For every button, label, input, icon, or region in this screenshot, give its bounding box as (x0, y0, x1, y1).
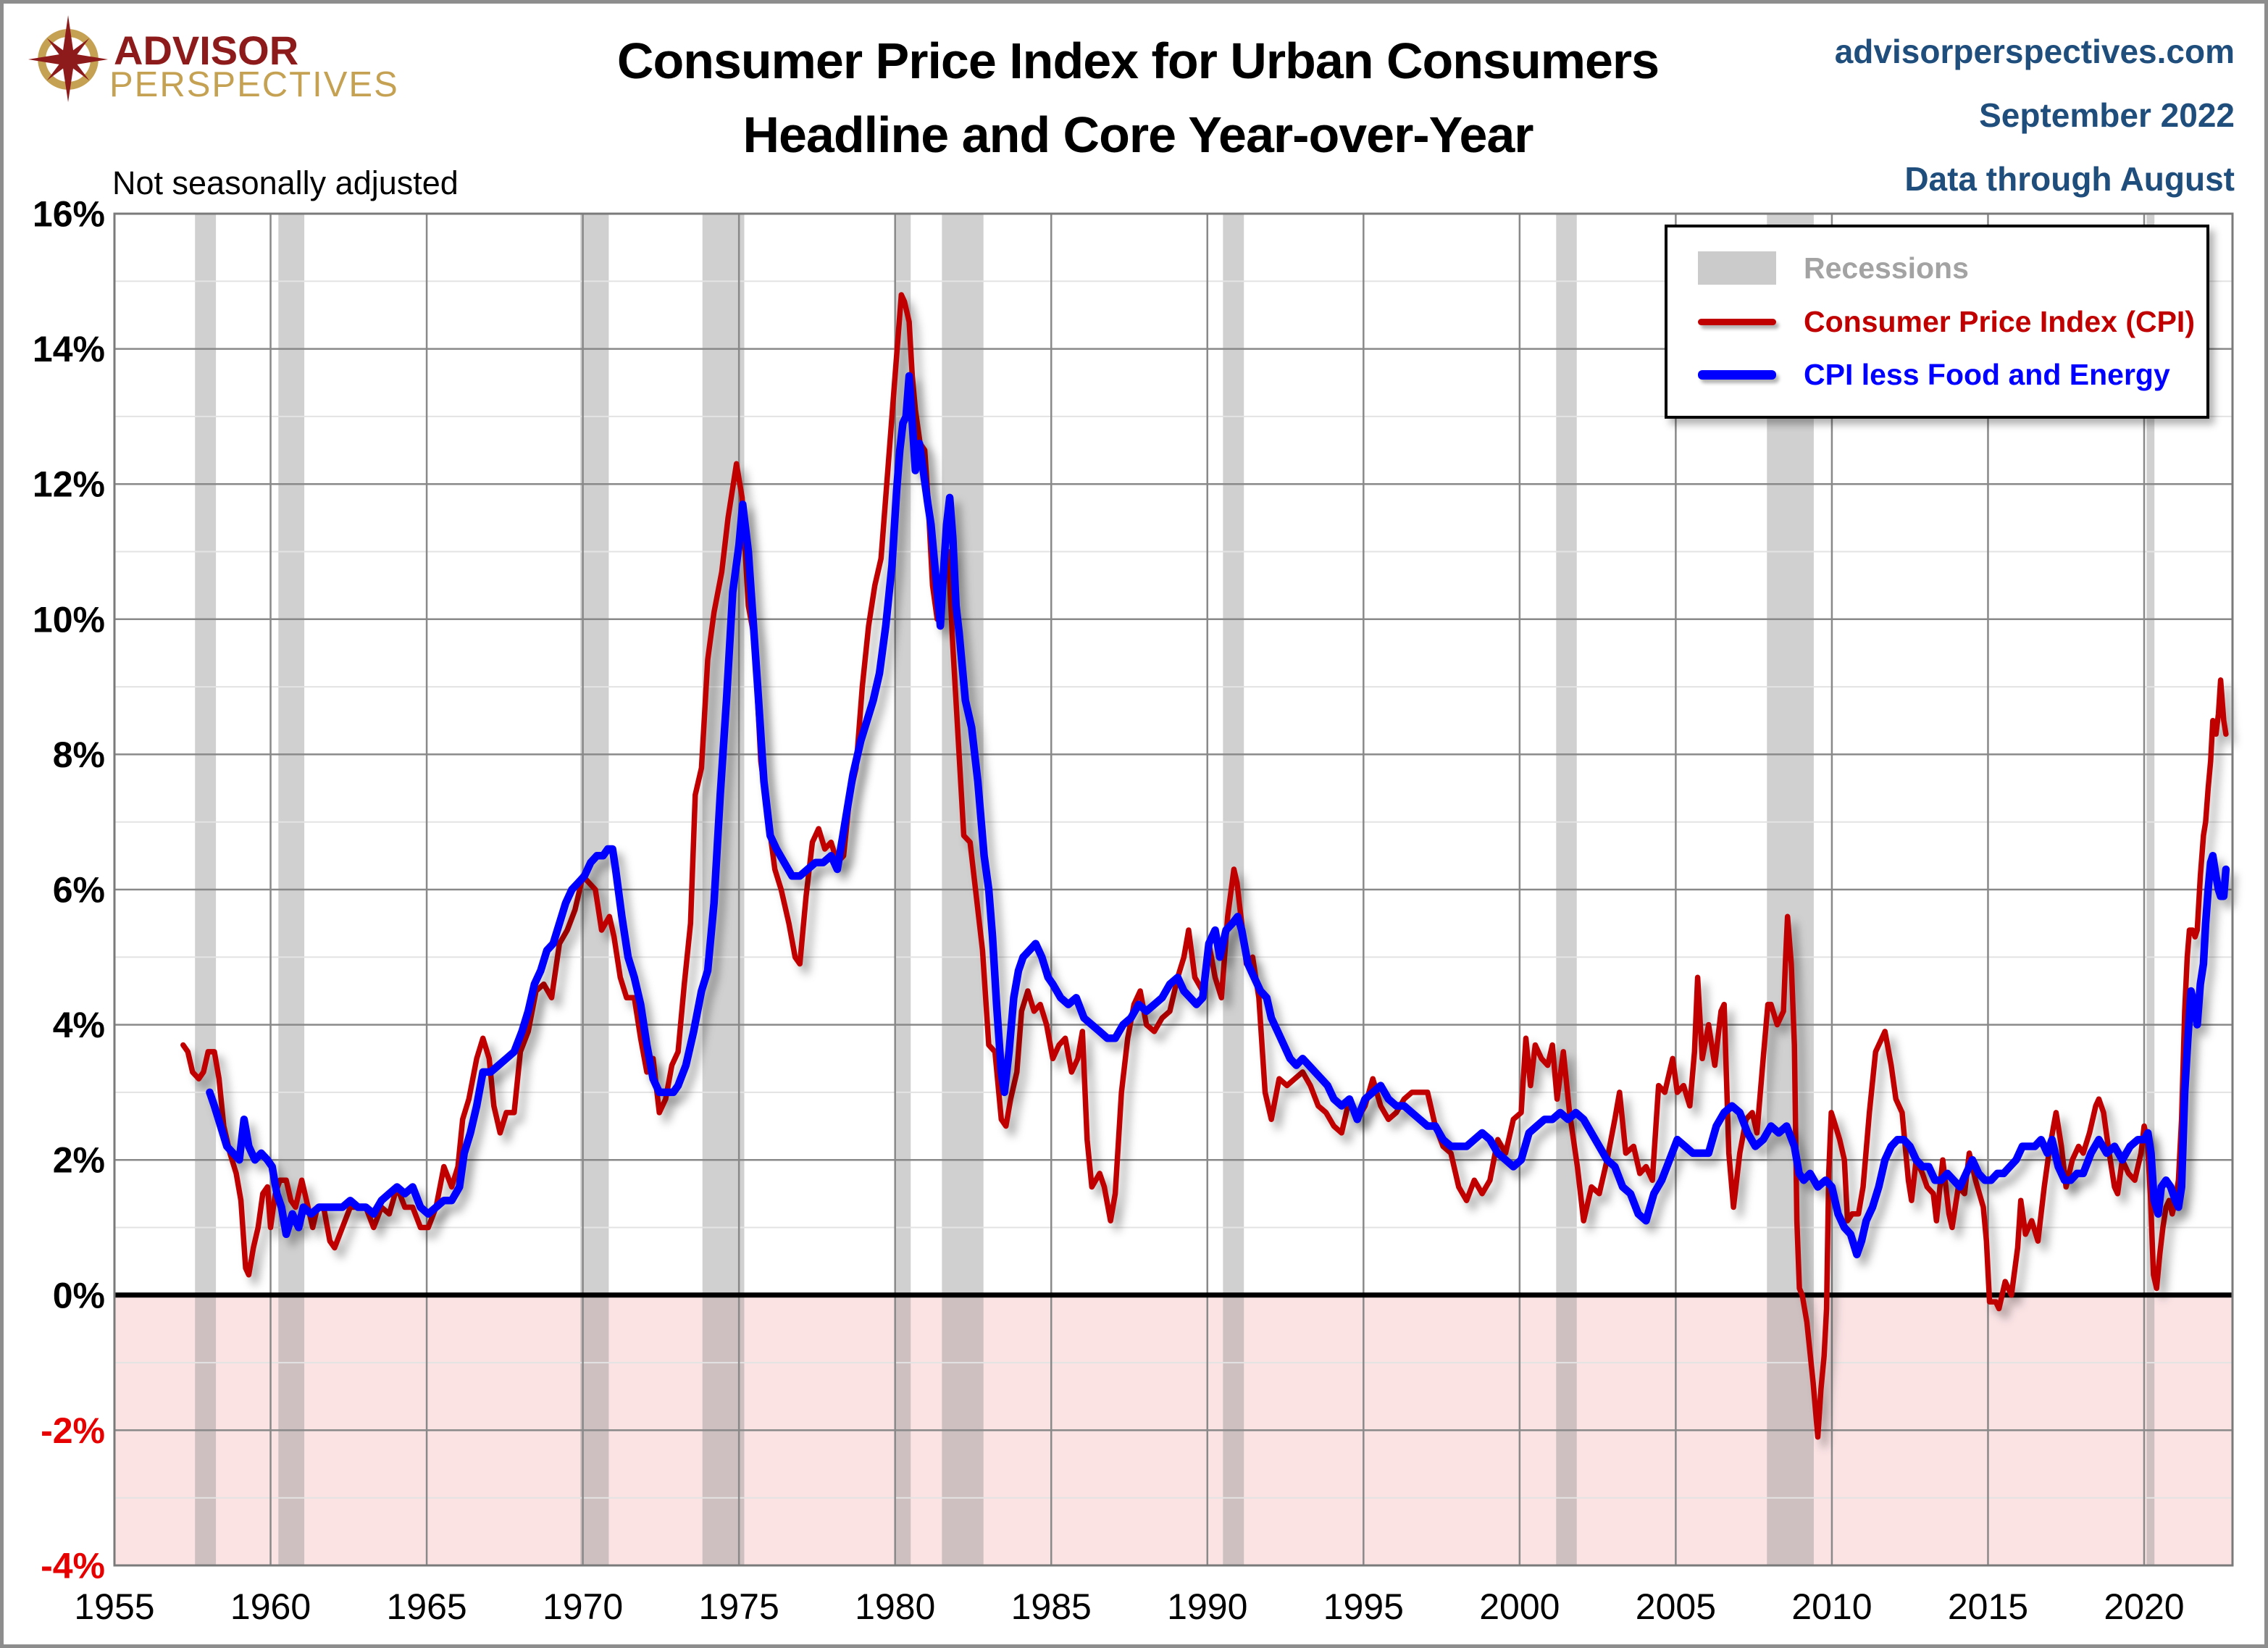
y-axis-label: 0% (53, 1275, 105, 1316)
x-axis-label: 1985 (1011, 1586, 1092, 1627)
x-axis-label: 1965 (386, 1586, 466, 1627)
cpi-line-swatch (1698, 318, 1776, 325)
cpi-line (180, 292, 2229, 1440)
y-axis-label: 6% (53, 870, 105, 911)
title-line-2: Headline and Core Year-over-Year (742, 106, 1533, 163)
y-axis-label: 8% (53, 735, 105, 775)
y-axis-label: 14% (33, 329, 105, 369)
x-axis-label: 1970 (543, 1586, 623, 1627)
y-axis-label: -2% (41, 1410, 105, 1451)
y-axis-label: 10% (33, 599, 105, 640)
plot-border (113, 212, 2234, 1567)
x-axis-label: 1980 (855, 1586, 935, 1627)
cpi-chart-canvas: 16% 14% 12% 10% 8% 6% 4% 2% 0% -2% -4%1955 1960 1965… (33, 194, 2234, 1627)
compass-rose-icon (28, 14, 109, 102)
x-axis-label: 1995 (1323, 1586, 1404, 1627)
source-note: Data through August (1904, 160, 2235, 198)
x-axis-label: 2020 (2104, 1586, 2184, 1627)
x-axis-label: 1990 (1167, 1586, 1247, 1627)
core-line-swatch (1698, 370, 1776, 380)
source-site: advisorperspectives.com (1834, 33, 2235, 70)
logo-text-perspectives: PERSPECTIVES (109, 65, 399, 104)
x-axis-label: 2000 (1479, 1586, 1560, 1627)
y-axis-label: 12% (33, 464, 105, 505)
legend-label-recessions: Recessions (1804, 251, 1969, 285)
source-attribution: advisorperspectives.com September 2022 D… (1583, 20, 2235, 211)
x-axis-label: 2005 (1636, 1586, 1716, 1627)
logo-text-advisor: ADVISOR (114, 28, 299, 73)
y-axis-label: 4% (53, 1005, 105, 1045)
title-line-1: Consumer Price Index for Urban Consumers (616, 33, 1660, 89)
x-axis-label: 1975 (699, 1586, 779, 1627)
advisor-perspectives-logo: ADVISOR PERSPECTIVES (25, 14, 398, 108)
not-seasonally-adjusted-note: Not seasonally adjusted (112, 164, 459, 201)
y-axis-label: 2% (53, 1140, 105, 1181)
legend-item-core: CPI less Food and Energy (1698, 358, 2206, 392)
chart-legend: Recessions Consumer Price Index (CPI) CP… (1665, 225, 2209, 419)
legend-label-core: CPI less Food and Energy (1804, 358, 2170, 392)
page-title: Consumer Price Index for Urban Consumers… (558, 24, 1717, 172)
source-date: September 2022 (1979, 96, 2235, 134)
y-axis-label: 16% (33, 194, 105, 235)
x-axis-label: 2015 (1948, 1586, 2028, 1627)
recession-swatch (1698, 251, 1776, 285)
legend-label-cpi: Consumer Price Index (CPI) (1804, 304, 2195, 338)
legend-item-recessions: Recessions (1698, 251, 2206, 285)
core-line (206, 372, 2230, 1259)
x-axis-label: 1955 (74, 1586, 154, 1627)
legend-item-cpi: Consumer Price Index (CPI) (1698, 305, 2206, 339)
x-axis-label: 1960 (230, 1586, 311, 1627)
x-axis-label: 2010 (1791, 1586, 1872, 1627)
y-axis-label: -4% (41, 1546, 105, 1586)
